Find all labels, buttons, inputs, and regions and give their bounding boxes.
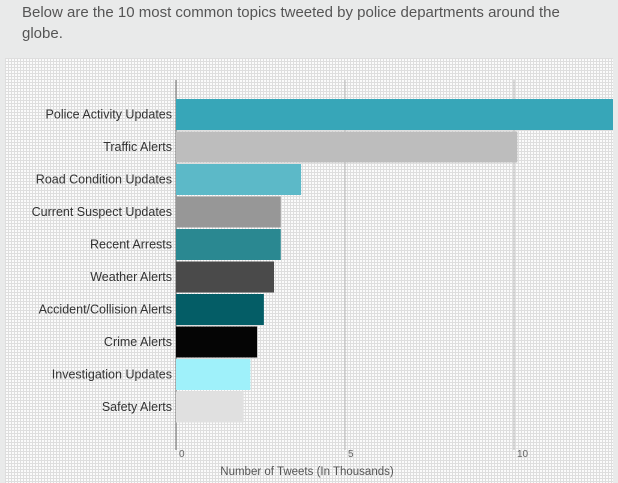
bar: [176, 196, 281, 228]
category-label: Investigation Updates: [52, 368, 172, 382]
bar: [176, 326, 258, 358]
bar: [176, 261, 275, 293]
category-label: Police Activity Updates: [46, 108, 172, 122]
category-label: Weather Alerts: [90, 270, 172, 284]
x-axis-title: Number of Tweets (In Thousands): [220, 466, 394, 478]
chart-panel: Police Activity Updates Traffic Alerts Roa…: [5, 58, 613, 483]
category-label: Recent Arrests: [90, 238, 172, 252]
bar: [176, 99, 613, 130]
category-label: Traffic Alerts: [103, 140, 172, 154]
bar: [176, 359, 251, 390]
tick-label: 0: [179, 449, 185, 460]
bar: [176, 131, 518, 163]
tick-label: 10: [517, 449, 529, 460]
bar-chart: Police Activity Updates Traffic Alerts Roa…: [32, 80, 613, 478]
category-label: Road Condition Updates: [36, 173, 172, 187]
category-label: Current Suspect Updates: [32, 205, 172, 219]
bar: [176, 164, 302, 195]
tick-label: 5: [348, 449, 354, 460]
category-label: Crime Alerts: [104, 335, 172, 349]
bar: [176, 391, 244, 423]
intro-text: Below are the 10 most common topics twee…: [22, 4, 560, 42]
bar: [176, 294, 264, 325]
category-label: Accident/Collision Alerts: [39, 303, 172, 317]
bar: [176, 229, 281, 260]
category-label: Safety Alerts: [102, 400, 172, 414]
